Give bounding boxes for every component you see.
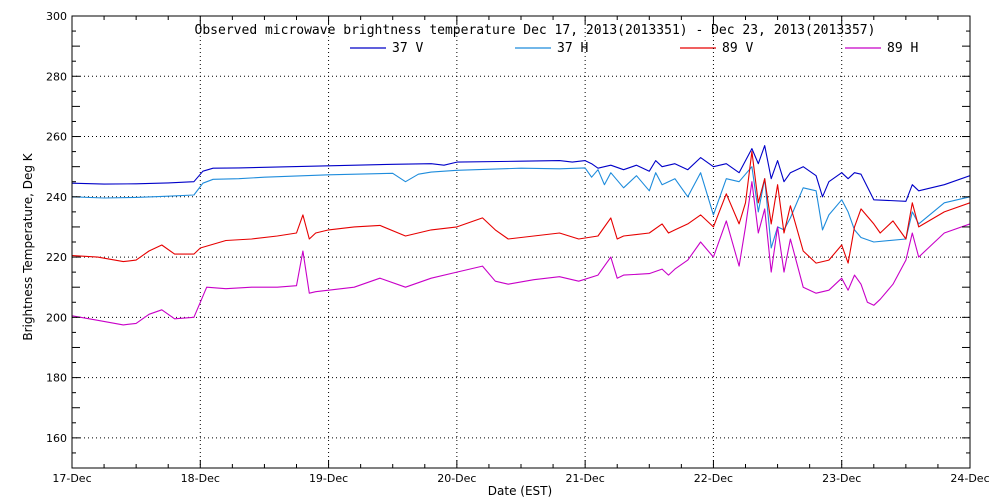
y-tick-label: 280 bbox=[46, 70, 67, 83]
x-tick-label: 24-Dec bbox=[950, 472, 989, 485]
x-axis-title: Date (EST) bbox=[488, 484, 552, 498]
y-tick-label: 160 bbox=[46, 432, 67, 445]
series-line-89v bbox=[72, 151, 970, 264]
x-tick-label: 22-Dec bbox=[694, 472, 733, 485]
chart-legend: 37 V 37 H 89 V 89 H bbox=[350, 41, 918, 56]
chart-grid bbox=[72, 16, 970, 468]
legend-label: 89 H bbox=[887, 41, 918, 56]
x-tick-label: 19-Dec bbox=[309, 472, 348, 485]
y-tick-label: 180 bbox=[46, 372, 67, 385]
series-line-89h bbox=[72, 181, 970, 326]
series-layer bbox=[72, 145, 970, 326]
y-tick-label: 220 bbox=[46, 251, 67, 264]
axis-ticks bbox=[71, 15, 971, 469]
legend-label: 89 V bbox=[722, 41, 753, 56]
y-axis-title: Brightness Temperature, Deg K bbox=[21, 152, 35, 340]
legend-label: 37 V bbox=[392, 41, 423, 56]
x-tick-label: 17-Dec bbox=[52, 472, 91, 485]
legend-label: 37 H bbox=[557, 41, 588, 56]
y-tick-label: 200 bbox=[46, 311, 67, 324]
plot-frame bbox=[71, 15, 971, 469]
x-tick-label: 18-Dec bbox=[181, 472, 220, 485]
y-tick-label: 260 bbox=[46, 131, 67, 144]
axis-tick-labels: 17-Dec 18-Dec 19-Dec 20-Dec 21-Dec 22-Dec 23-D… bbox=[46, 10, 990, 485]
series-line-37v bbox=[72, 145, 970, 202]
y-tick-label: 240 bbox=[46, 191, 67, 204]
x-tick-label: 20-Dec bbox=[437, 472, 476, 485]
chart-title: Observed microwave brightness temperatur… bbox=[195, 23, 876, 38]
y-tick-label: 300 bbox=[46, 10, 67, 23]
x-tick-label: 21-Dec bbox=[566, 472, 605, 485]
series-line-37h bbox=[72, 166, 970, 249]
x-tick-label: 23-Dec bbox=[822, 472, 861, 485]
